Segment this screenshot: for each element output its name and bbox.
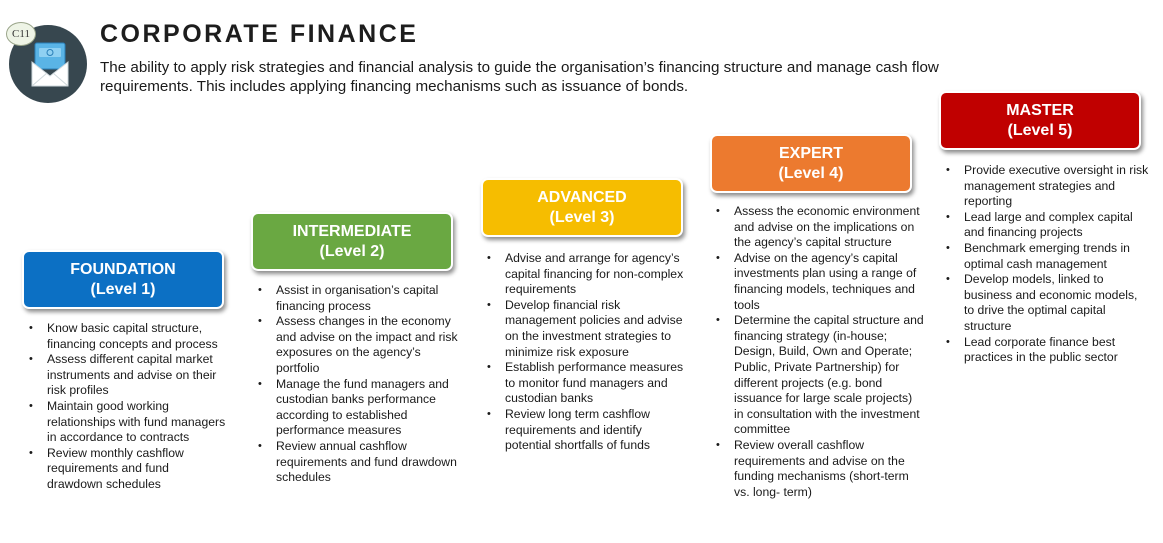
list-item: Review monthly cashflow requirements and… <box>27 446 227 493</box>
list-item: Assess the economic environment and advi… <box>714 204 924 251</box>
list-item: Review overall cashflow requirements and… <box>714 438 924 500</box>
level-number: (Level 5) <box>1007 121 1073 139</box>
list-item: Assess changes in the economy and advise… <box>256 314 461 376</box>
level-number: (Level 2) <box>319 242 385 260</box>
foundation-list: Know basic capital structure, financing … <box>27 321 227 493</box>
level-number: (Level 1) <box>90 280 156 298</box>
expert-list: Assess the economic environment and advi… <box>714 204 924 500</box>
page-description: The ability to apply risk strategies and… <box>100 59 939 95</box>
list-item: Provide executive oversight in risk mana… <box>944 163 1149 210</box>
list-item: Maintain good working relationships with… <box>27 399 227 446</box>
list-item: Assess different capital market instrume… <box>27 352 227 399</box>
list-item: Develop financial risk management polici… <box>485 298 690 360</box>
level-number: (Level 3) <box>549 208 615 226</box>
list-item: Lead corporate finance best practices in… <box>944 335 1149 366</box>
level-foundation-box: FOUNDATION (Level 1) <box>22 250 224 309</box>
list-item: Manage the fund managers and custodian b… <box>256 377 461 439</box>
master-list: Provide executive oversight in risk mana… <box>944 163 1149 366</box>
level-name: EXPERT <box>778 144 843 162</box>
intermediate-list: Assist in organisation’s capital financi… <box>256 283 461 486</box>
level-name: ADVANCED <box>537 188 627 206</box>
list-item: Determine the capital structure and fina… <box>714 313 924 438</box>
corporate-finance-icon: C11 <box>6 22 88 104</box>
list-item: Know basic capital structure, financing … <box>27 321 227 352</box>
list-item: Advise and arrange for agency’s capital … <box>485 251 690 298</box>
envelope-icon <box>31 42 69 87</box>
list-item: Lead large and complex capital and finan… <box>944 210 1149 241</box>
level-name: MASTER <box>1006 101 1074 119</box>
level-advanced-box: ADVANCED (Level 3) <box>481 178 683 237</box>
level-number: (Level 4) <box>778 164 844 182</box>
list-item: Assist in organisation’s capital financi… <box>256 283 461 314</box>
competency-code-badge: C11 <box>6 22 36 46</box>
level-name: INTERMEDIATE <box>292 222 412 240</box>
page-title: CORPORATE FINANCE <box>100 20 419 48</box>
level-expert-box: EXPERT (Level 4) <box>710 134 912 193</box>
list-item: Review annual cashflow requirements and … <box>256 439 461 486</box>
level-intermediate-box: INTERMEDIATE (Level 2) <box>251 212 453 271</box>
list-item: Benchmark emerging trends in optimal cas… <box>944 241 1149 272</box>
list-item: Establish performance measures to monito… <box>485 360 690 407</box>
list-item: Develop models, linked to business and e… <box>944 272 1149 334</box>
level-master-box: MASTER (Level 5) <box>939 91 1141 150</box>
level-name: FOUNDATION <box>70 260 176 278</box>
list-item: Review long term cashflow requirements a… <box>485 407 690 454</box>
advanced-list: Advise and arrange for agency’s capital … <box>485 251 690 454</box>
list-item: Advise on the agency’s capital investmen… <box>714 251 924 313</box>
